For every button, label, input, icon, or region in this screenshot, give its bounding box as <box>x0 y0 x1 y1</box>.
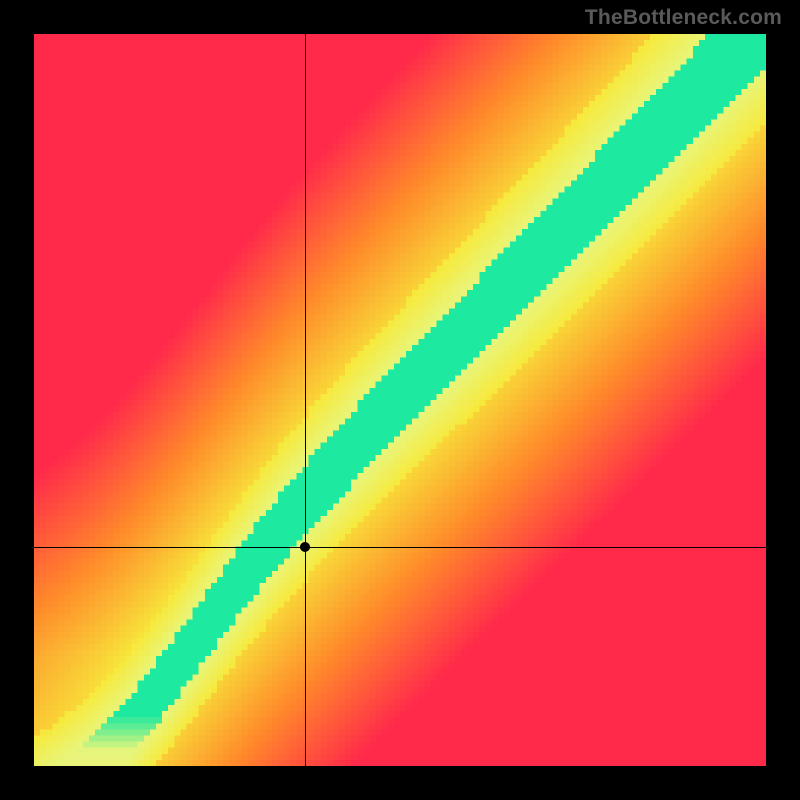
chart-container: TheBottleneck.com <box>0 0 800 800</box>
heatmap-canvas <box>34 34 766 766</box>
watermark-text: TheBottleneck.com <box>585 6 782 30</box>
crosshair-horizontal <box>34 547 766 548</box>
crosshair-vertical <box>305 34 306 766</box>
plot-area <box>34 34 766 766</box>
bottleneck-marker-dot <box>300 542 310 552</box>
